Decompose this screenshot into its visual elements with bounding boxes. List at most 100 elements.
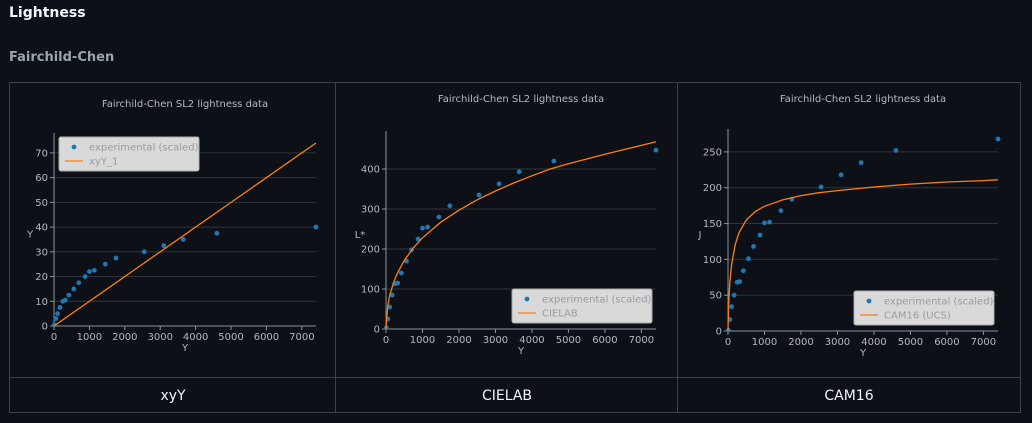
y-tick-label: 250 (703, 147, 722, 158)
data-point (313, 224, 319, 230)
data-point (214, 230, 220, 236)
x-tick-label: 0 (725, 337, 731, 348)
legend-box (853, 290, 995, 326)
y-tick-label: 50 (35, 198, 48, 209)
data-point (113, 255, 119, 261)
legend: experimental (scaled) xyY_1 (58, 136, 200, 172)
plot-cell-cielab: Fairchild-Chen SL2 lightness data 0 100 200… (336, 83, 678, 377)
y-tick-label: 20 (35, 272, 48, 283)
y-tick-label: 50 (709, 291, 722, 302)
y-tick-label: 200 (361, 245, 380, 256)
legend-point-swatch (71, 144, 77, 150)
x-tick-label: 0 (51, 332, 57, 343)
x-tick-label: 6000 (934, 337, 959, 348)
data-point (653, 147, 659, 153)
model-line (385, 141, 657, 330)
data-point (66, 292, 72, 298)
x-tick-label: 1000 (410, 335, 435, 346)
x-tick-label: 1000 (752, 337, 777, 348)
caption-xyy: xyY (10, 377, 336, 413)
legend-entry: experimental (scaled) (89, 143, 199, 154)
data-point (62, 297, 68, 303)
legend-entry: xyY_1 (89, 157, 118, 168)
legend-entry: experimental (scaled) (542, 295, 652, 306)
data-point (447, 203, 453, 209)
x-tick-label: 7000 (971, 337, 996, 348)
data-point (746, 256, 751, 262)
data-point (476, 192, 482, 198)
data-point (740, 268, 746, 274)
y-axis-label: L* (355, 230, 366, 241)
y-axis-label: J (698, 230, 702, 241)
legend-entry: CIELAB (542, 309, 578, 320)
column-divider (677, 83, 678, 412)
data-point (102, 261, 108, 267)
data-point (893, 148, 899, 153)
x-tick-label: 4000 (519, 335, 544, 346)
y-tick-label: 60 (35, 173, 48, 184)
x-tick-label: 3000 (147, 332, 172, 343)
x-tick-label: 7000 (629, 335, 654, 346)
data-point (551, 158, 557, 164)
x-tick-label: 7000 (289, 332, 314, 343)
section-title: Fairchild-Chen (9, 50, 115, 65)
y-tick-label: 0 (42, 322, 48, 333)
data-point (395, 280, 401, 286)
chart-xyy: Fairchild-Chen SL2 lightness data 0 10 20 30… (26, 99, 319, 354)
y-tick-label: 10 (35, 297, 48, 308)
legend-box (511, 288, 653, 324)
chart-title: Fairchild-Chen SL2 lightness data (102, 99, 268, 110)
x-tick-label: 6000 (254, 332, 279, 343)
legend: experimental (scaled) CIELAB (511, 288, 653, 324)
data-point (180, 237, 186, 242)
model-line (53, 142, 317, 327)
data-point (389, 292, 395, 298)
x-tick-label: 1000 (77, 332, 102, 343)
legend-entry: experimental (scaled) (884, 297, 994, 308)
x-tick-label: 0 (383, 335, 389, 346)
legend-box (58, 136, 200, 172)
data-point (91, 267, 97, 273)
data-point (995, 136, 1001, 142)
x-tick-label: 2000 (112, 332, 137, 343)
x-tick-label: 5000 (556, 335, 581, 346)
legend-point-swatch (866, 298, 872, 304)
legend-point-swatch (524, 296, 530, 302)
plot-cell-cam16: Fairchild-Chen SL2 lightness data 0 50 100 1… (678, 83, 1020, 377)
data-point (737, 279, 743, 284)
column-divider (335, 83, 336, 412)
data-point (141, 249, 147, 255)
model-line (727, 179, 999, 332)
y-tick-label: 100 (361, 285, 380, 296)
data-point (398, 270, 404, 276)
data-point (55, 311, 60, 317)
y-tick-label: 150 (703, 219, 722, 230)
chart-title: Fairchild-Chen SL2 lightness data (780, 94, 946, 105)
chart-cielab: Fairchild-Chen SL2 lightness data 0 100 200… (355, 94, 659, 357)
x-tick-label: 2000 (788, 337, 813, 348)
data-point (425, 224, 430, 230)
plot-cell-xyy: Fairchild-Chen SL2 lightness data 0 10 20 30… (10, 83, 336, 377)
data-point (82, 274, 88, 279)
data-point (496, 181, 502, 187)
data-point (838, 172, 844, 178)
data-point (729, 304, 735, 310)
data-point (731, 292, 737, 298)
page-title: Lightness (9, 5, 86, 21)
y-tick-label: 200 (703, 183, 722, 194)
x-tick-label: 4000 (861, 337, 886, 348)
x-axis-label: Y (181, 343, 189, 354)
data-point (71, 286, 77, 292)
y-tick-label: 0 (716, 327, 722, 338)
data-point (57, 305, 63, 310)
data-point (436, 214, 442, 220)
data-point (757, 232, 763, 238)
x-tick-label: 6000 (592, 335, 617, 346)
data-point (516, 169, 522, 175)
x-tick-label: 3000 (825, 337, 850, 348)
chart-title: Fairchild-Chen SL2 lightness data (438, 94, 604, 105)
x-axis-label: Y (859, 348, 867, 359)
x-tick-label: 2000 (446, 335, 471, 346)
data-point (751, 244, 756, 249)
y-tick-label: 70 (35, 148, 48, 159)
